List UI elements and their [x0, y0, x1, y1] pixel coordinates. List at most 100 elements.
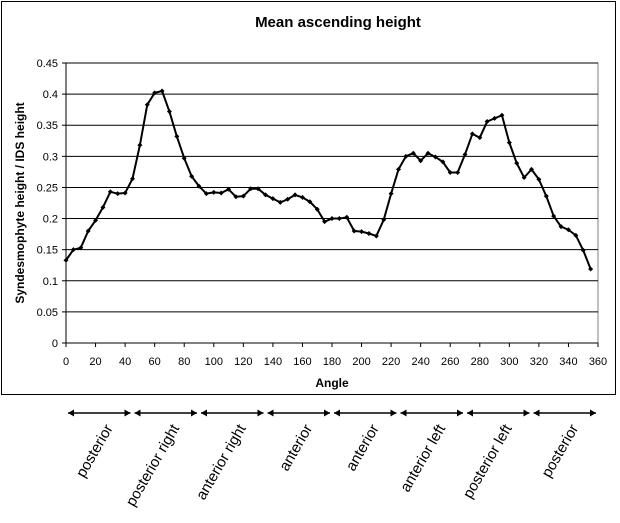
data-point — [137, 142, 143, 148]
line-chart: Mean ascending height 0 0.05 0.1 0.15 0.2 0.2… — [13, 14, 607, 390]
data-point — [536, 176, 542, 182]
arrowhead-right — [523, 409, 530, 417]
data-point — [588, 266, 594, 272]
data-point — [299, 194, 305, 200]
x-tick-label: 20 — [89, 356, 101, 368]
data-point — [85, 228, 91, 234]
data-point — [366, 230, 372, 236]
data-point — [174, 133, 180, 139]
series-group — [63, 88, 594, 272]
data-point — [462, 151, 468, 157]
data-point — [336, 216, 342, 222]
arrowhead-left — [533, 409, 540, 417]
series-line — [65, 90, 592, 270]
x-tick-label: 320 — [530, 356, 548, 368]
x-tick-label: 0 — [63, 356, 69, 368]
region-label: posterior — [538, 421, 582, 480]
y-tick-label: 0.05 — [37, 307, 58, 319]
region-label: anterior — [343, 421, 383, 474]
data-point — [248, 186, 254, 192]
x-tick-label: 80 — [178, 356, 190, 368]
arrowhead-left — [400, 409, 407, 417]
data-point — [226, 186, 232, 192]
data-point — [307, 199, 313, 205]
x-tick-label: 260 — [441, 356, 459, 368]
region-label: posterior right — [123, 421, 184, 510]
arrowhead-right — [257, 409, 264, 417]
chart-title: Mean ascending height — [255, 14, 421, 31]
data-point — [447, 170, 453, 176]
region-label: anterior — [276, 421, 316, 474]
data-point — [263, 192, 268, 198]
y-tick-label: 0.2 — [43, 214, 58, 226]
data-point — [122, 190, 128, 196]
data-point — [211, 189, 217, 195]
region-label: anterior right — [193, 421, 250, 503]
data-point — [425, 150, 431, 156]
data-point — [196, 183, 202, 189]
arrowhead-left — [267, 409, 274, 417]
y-tick-label: 0.4 — [43, 89, 58, 101]
data-point — [418, 158, 424, 164]
data-point — [514, 160, 520, 166]
data-point — [484, 118, 490, 124]
data-point — [107, 189, 113, 195]
y-tick-label: 0.15 — [37, 245, 58, 257]
data-point — [93, 217, 99, 223]
arrowhead-right — [457, 409, 463, 417]
x-tick-label: 240 — [411, 356, 429, 368]
arrowhead-right — [191, 409, 197, 417]
data-point — [344, 214, 350, 220]
data-point — [521, 174, 527, 180]
data-point — [565, 227, 571, 233]
data-point — [469, 131, 475, 137]
arrowhead-left — [134, 409, 141, 417]
data-point — [292, 192, 298, 198]
data-point — [506, 140, 512, 146]
x-axis-ticks: 0 20 40 60 80 100 120 140 160 180 200 220 240 260 280 3… — [63, 343, 607, 368]
data-point — [396, 166, 401, 172]
arrowhead-right — [590, 409, 596, 417]
data-point — [558, 224, 564, 230]
y-tick-label: 0.1 — [43, 276, 58, 288]
data-point — [233, 194, 239, 200]
data-point — [277, 199, 283, 205]
data-point — [432, 154, 438, 160]
data-point — [70, 247, 76, 253]
x-tick-label: 340 — [559, 356, 577, 368]
data-point — [329, 216, 335, 222]
data-point — [218, 190, 224, 196]
data-point — [359, 229, 365, 235]
data-point — [203, 191, 209, 197]
data-point — [270, 196, 276, 202]
data-point — [440, 159, 446, 165]
data-point — [152, 90, 158, 96]
x-tick-label: 40 — [119, 356, 131, 368]
x-tick-label: 180 — [323, 356, 341, 368]
data-point — [166, 109, 172, 115]
data-point — [543, 193, 549, 199]
data-point — [322, 219, 328, 225]
data-point — [285, 196, 291, 202]
arrowhead-left — [68, 409, 74, 417]
x-tick-label: 160 — [293, 356, 311, 368]
region-label: anterior left — [397, 421, 450, 495]
data-point — [159, 88, 165, 94]
arrowhead-left — [467, 409, 473, 417]
y-axis-title: Syndesmophyte height / IDS height — [13, 102, 27, 303]
data-point — [492, 115, 498, 121]
data-point — [410, 150, 416, 156]
data-point — [314, 206, 320, 212]
data-point — [78, 245, 84, 251]
data-point — [580, 247, 586, 253]
y-axis-ticks: 0 0.05 0.1 0.15 0.2 0.25 0.3 0.35 0.4 0.45 — [37, 58, 66, 350]
y-tick-label: 0 — [52, 338, 58, 350]
arrowhead-right — [390, 409, 397, 417]
x-tick-label: 120 — [234, 356, 252, 368]
data-point — [381, 217, 387, 223]
data-point — [477, 135, 483, 141]
x-tick-label: 200 — [352, 356, 370, 368]
data-point — [573, 232, 579, 238]
data-point — [351, 228, 357, 234]
x-tick-label: 100 — [205, 356, 223, 368]
